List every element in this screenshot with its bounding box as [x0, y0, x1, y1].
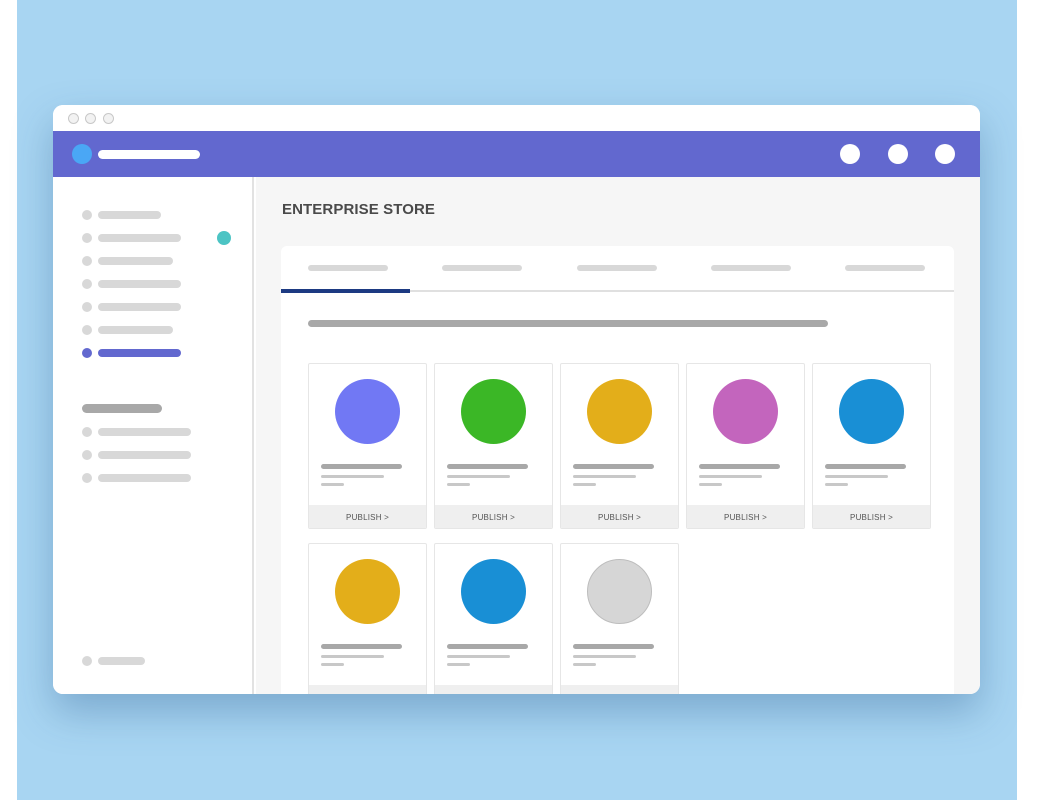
text-placeholder [825, 464, 906, 469]
sidebar [53, 177, 254, 694]
window-close-button[interactable] [68, 113, 79, 124]
text-placeholder [321, 663, 344, 666]
logo-icon[interactable] [72, 144, 92, 164]
active-tab-indicator [281, 289, 410, 293]
text-placeholder [573, 464, 654, 469]
nav-label-placeholder [98, 474, 191, 482]
tab-4[interactable] [711, 265, 791, 271]
nav-label-placeholder [98, 657, 145, 665]
window-minimize-button[interactable] [85, 113, 96, 124]
window-titlebar [53, 105, 980, 131]
app-card[interactable]: PUBLISH > [434, 543, 553, 694]
tab-3[interactable] [577, 265, 657, 271]
text-placeholder [447, 475, 510, 478]
text-placeholder [321, 475, 384, 478]
app-window: ENTERPRISE STORE PUBLISH > PUBLISH > PUBLI… [53, 105, 980, 694]
header-icon-1[interactable] [840, 144, 860, 164]
publish-button[interactable]: PUBLISH > [561, 685, 678, 694]
app-card[interactable]: PUBLISH > [308, 363, 427, 529]
tab-5[interactable] [845, 265, 925, 271]
app-icon [587, 559, 652, 624]
app-icon [461, 379, 526, 444]
app-name-placeholder [98, 150, 200, 159]
main-content: ENTERPRISE STORE PUBLISH > PUBLISH > PUBLI… [256, 177, 980, 694]
nav-label-placeholder [98, 257, 173, 265]
app-icon [335, 559, 400, 624]
text-placeholder [699, 483, 722, 486]
header-icon-2[interactable] [888, 144, 908, 164]
nav-dot-icon [82, 210, 92, 220]
nav-dot-icon [82, 233, 92, 243]
nav-dot-icon [82, 656, 92, 666]
publish-button[interactable]: PUBLISH > [813, 505, 930, 528]
publish-button[interactable]: PUBLISH > [435, 685, 552, 694]
app-card[interactable]: PUBLISH > [812, 363, 931, 529]
nav-dot-icon [82, 348, 92, 358]
text-placeholder [825, 483, 848, 486]
window-maximize-button[interactable] [103, 113, 114, 124]
publish-button[interactable]: PUBLISH > [561, 505, 678, 528]
text-placeholder [699, 464, 780, 469]
app-card[interactable]: PUBLISH > [434, 363, 553, 529]
text-placeholder [321, 655, 384, 658]
header-icon-3[interactable] [935, 144, 955, 164]
nav-label-placeholder [98, 303, 181, 311]
publish-button[interactable]: PUBLISH > [309, 505, 426, 528]
description-placeholder [308, 320, 828, 327]
tab-1[interactable] [308, 265, 388, 271]
text-placeholder [321, 483, 344, 486]
app-icon [713, 379, 778, 444]
text-placeholder [447, 663, 470, 666]
app-icon [587, 379, 652, 444]
nav-label-placeholder [98, 349, 181, 357]
nav-label-placeholder [98, 211, 161, 219]
text-placeholder [825, 475, 888, 478]
app-card[interactable]: PUBLISH > [560, 543, 679, 694]
nav-dot-icon [82, 279, 92, 289]
store-panel: PUBLISH > PUBLISH > PUBLISH > PUBLISH > PUBL… [281, 246, 954, 694]
text-placeholder [321, 464, 402, 469]
nav-dot-icon [82, 450, 92, 460]
tab-2[interactable] [442, 265, 522, 271]
notification-badge [217, 231, 231, 245]
nav-label-placeholder [98, 428, 191, 436]
nav-label-placeholder [98, 326, 173, 334]
text-placeholder [699, 475, 762, 478]
publish-button[interactable]: PUBLISH > [435, 505, 552, 528]
app-card[interactable]: PUBLISH > [560, 363, 679, 529]
app-icon [335, 379, 400, 444]
nav-label-placeholder [98, 451, 191, 459]
nav-dot-icon [82, 256, 92, 266]
app-card[interactable]: PUBLISH > [308, 543, 427, 694]
text-placeholder [321, 644, 402, 649]
app-card[interactable]: PUBLISH > [686, 363, 805, 529]
nav-dot-icon [82, 473, 92, 483]
text-placeholder [447, 644, 528, 649]
text-placeholder [573, 644, 654, 649]
nav-label-placeholder [98, 234, 181, 242]
text-placeholder [573, 475, 636, 478]
text-placeholder [447, 655, 510, 658]
text-placeholder [447, 464, 528, 469]
app-icon [461, 559, 526, 624]
tab-bar [281, 246, 954, 293]
text-placeholder [573, 483, 596, 486]
publish-button[interactable]: PUBLISH > [687, 505, 804, 528]
text-placeholder [447, 483, 470, 486]
nav-dot-icon [82, 302, 92, 312]
nav-label-placeholder [98, 280, 181, 288]
app-header [53, 131, 980, 177]
nav-dot-icon [82, 325, 92, 335]
publish-button[interactable]: PUBLISH > [309, 685, 426, 694]
sidebar-section-heading [82, 404, 162, 413]
app-icon [839, 379, 904, 444]
page-title: ENTERPRISE STORE [282, 201, 436, 218]
nav-dot-icon [82, 427, 92, 437]
text-placeholder [573, 655, 636, 658]
text-placeholder [573, 663, 596, 666]
